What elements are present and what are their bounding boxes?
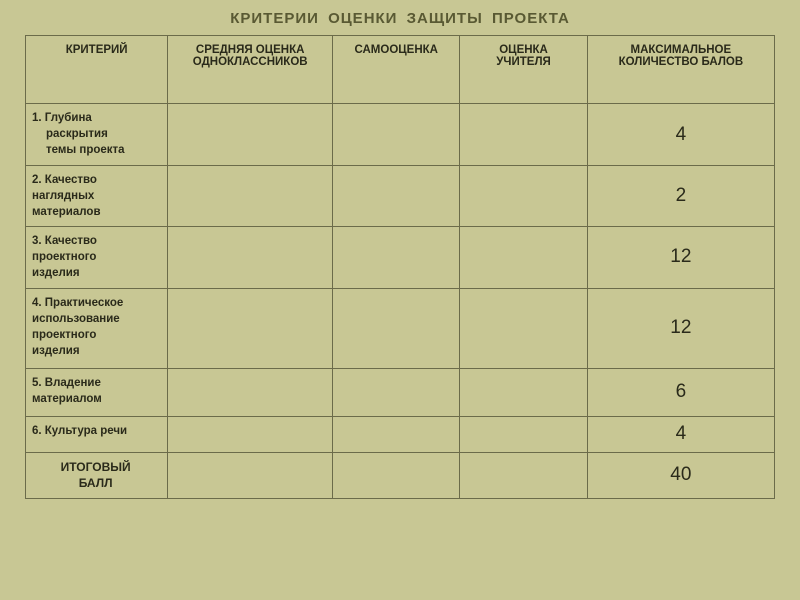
peer-cell	[168, 416, 333, 452]
self-cell	[333, 104, 460, 166]
max-cell: 6	[587, 368, 774, 416]
teacher-cell	[460, 416, 587, 452]
peer-cell	[168, 288, 333, 368]
table-row: 2. Качество наглядных материалов 2	[26, 166, 775, 227]
teacher-cell	[460, 166, 587, 227]
peer-cell	[168, 227, 333, 288]
table-row: 4. Практическое использование проектного…	[26, 288, 775, 368]
teacher-cell	[460, 368, 587, 416]
self-cell	[333, 368, 460, 416]
self-cell	[333, 452, 460, 499]
max-cell: 12	[587, 288, 774, 368]
total-label-cell: ИТОГОВЫЙ БАЛЛ	[26, 452, 168, 499]
max-cell: 4	[587, 416, 774, 452]
max-cell: 12	[587, 227, 774, 288]
criterion-cell: 2. Качество наглядных материалов	[26, 166, 168, 227]
criterion-cell: 5. Владение материалом	[26, 368, 168, 416]
criterion-cell: 6. Культура речи	[26, 416, 168, 452]
peer-cell	[168, 166, 333, 227]
header-peer-score: СРЕДНЯЯ ОЦЕНКА ОДНОКЛАССНИКОВ	[168, 36, 333, 104]
teacher-cell	[460, 288, 587, 368]
teacher-cell	[460, 452, 587, 499]
peer-cell	[168, 368, 333, 416]
criterion-cell: 1. Глубина раскрытия темы проекта	[26, 104, 168, 166]
criterion-cell: 4. Практическое использование проектного…	[26, 288, 168, 368]
table-row: 6. Культура речи 4	[26, 416, 775, 452]
teacher-cell	[460, 227, 587, 288]
header-max-score: МАКСИМАЛЬНОЕ КОЛИЧЕСТВО БАЛОВ	[587, 36, 774, 104]
total-value-cell: 40	[587, 452, 774, 499]
header-self-score: САМООЦЕНКА	[333, 36, 460, 104]
header-teacher-score: ОЦЕНКА УЧИТЕЛЯ	[460, 36, 587, 104]
self-cell	[333, 227, 460, 288]
header-criterion: КРИТЕРИЙ	[26, 36, 168, 104]
self-cell	[333, 416, 460, 452]
table-row: 1. Глубина раскрытия темы проекта 4	[26, 104, 775, 166]
header-row: КРИТЕРИЙ СРЕДНЯЯ ОЦЕНКА ОДНОКЛАССНИКОВ С…	[26, 36, 775, 104]
criterion-cell: 3. Качество проектного изделия	[26, 227, 168, 288]
criteria-table: КРИТЕРИЙ СРЕДНЯЯ ОЦЕНКА ОДНОКЛАССНИКОВ С…	[25, 35, 775, 499]
table-row: 5. Владение материалом 6	[26, 368, 775, 416]
max-cell: 4	[587, 104, 774, 166]
peer-cell	[168, 104, 333, 166]
self-cell	[333, 288, 460, 368]
self-cell	[333, 166, 460, 227]
total-row: ИТОГОВЫЙ БАЛЛ 40	[26, 452, 775, 499]
table-row: 3. Качество проектного изделия 12	[26, 227, 775, 288]
peer-cell	[168, 452, 333, 499]
max-cell: 2	[587, 166, 774, 227]
page-title: КРИТЕРИИ ОЦЕНКИ ЗАЩИТЫ ПРОЕКТА	[25, 10, 775, 27]
teacher-cell	[460, 104, 587, 166]
